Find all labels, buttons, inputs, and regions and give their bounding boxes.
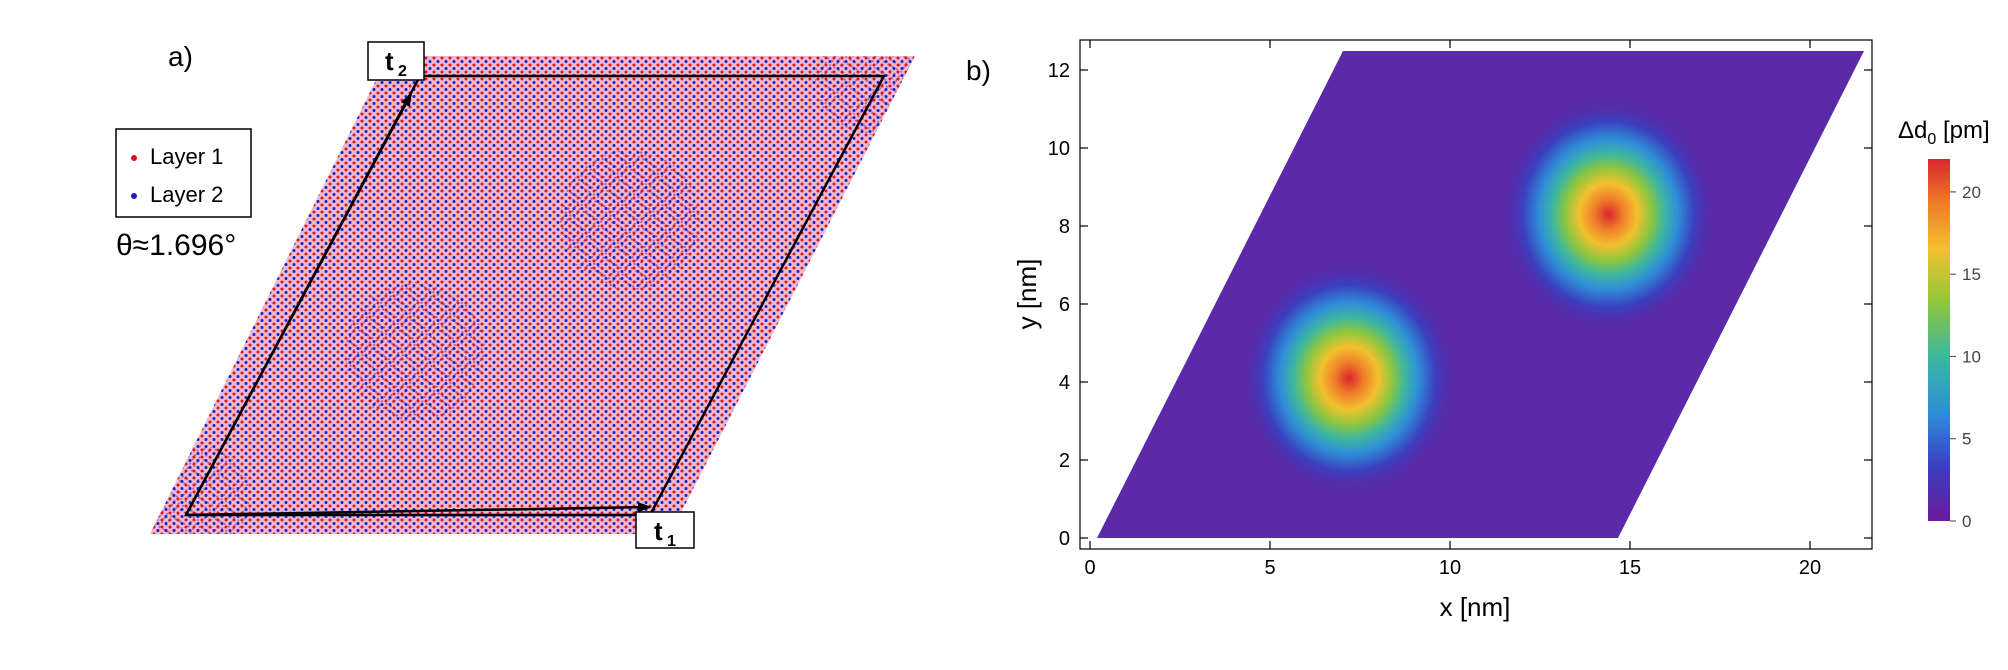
y-tick-label: 12 xyxy=(1048,60,1070,82)
y-tick-label: 4 xyxy=(1059,372,1070,394)
colorbar-gradient xyxy=(1928,159,1950,521)
y-tick-label: 0 xyxy=(1059,528,1070,550)
colorbar-label: Δd0 [pm] xyxy=(1898,117,1990,148)
y-axis: 0 2 4 6 8 10 12 xyxy=(1048,60,1872,550)
panel-b: b) 0 5 10 15 20 0 2 4 6 8 10 12 x [nm] y [nm] Δd0 … xyxy=(966,0,1990,622)
layer-1-marker xyxy=(131,155,137,161)
heatmap-peak-0-2 xyxy=(1499,0,1715,12)
x-tick-label: 20 xyxy=(1799,557,1821,579)
colorbar-tick-label: 10 xyxy=(1962,347,1981,366)
x-tick-label: 10 xyxy=(1439,557,1461,579)
t1-main: t xyxy=(654,516,663,546)
t2-sub: 2 xyxy=(398,63,407,80)
t1-label-box: t 1 xyxy=(635,511,695,550)
t2-label-box: t 2 xyxy=(367,41,425,81)
moire-lattice xyxy=(150,56,915,534)
colorbar-tick-label: 20 xyxy=(1962,183,1981,202)
panel-a: a) t 2 t 1 L xyxy=(115,41,915,550)
y-tick-label: 6 xyxy=(1059,294,1070,316)
colorbar-tick-label: 0 xyxy=(1962,512,1971,531)
colorbar-tick-label: 5 xyxy=(1962,430,1971,449)
t1-sub: 1 xyxy=(667,533,676,550)
colorbar-ticks: 0 5 10 15 20 xyxy=(1950,183,1981,531)
t1-vector-arrow xyxy=(185,502,652,517)
x-tick-label: 0 xyxy=(1084,557,1095,579)
y-axis-label: y [nm] xyxy=(1012,259,1042,330)
x-axis: 0 5 10 15 20 xyxy=(1084,40,1821,579)
legend-layer-1: Layer 1 xyxy=(150,144,223,169)
heatmap-background xyxy=(1097,51,1864,538)
x-tick-label: 15 xyxy=(1619,557,1641,579)
t2-main: t xyxy=(385,46,394,76)
colorbar: Δd0 [pm] 0 5 10 15 20 xyxy=(1898,117,1990,531)
heatmap-peak-1-5 xyxy=(1500,97,1717,332)
layer-2-marker xyxy=(131,193,137,199)
x-axis-label: x [nm] xyxy=(1440,592,1511,622)
t2-vector-arrow xyxy=(184,92,413,516)
y-tick-label: 10 xyxy=(1048,138,1070,160)
panel-b-label: b) xyxy=(966,55,991,86)
legend-layer-2: Layer 2 xyxy=(150,182,223,207)
x-tick-label: 5 xyxy=(1264,557,1275,579)
y-tick-label: 8 xyxy=(1059,216,1070,238)
colorbar-tick-label: 15 xyxy=(1962,265,1981,284)
heatmap-peak-0-0 xyxy=(984,0,1200,12)
twist-angle: θ≈1.696° xyxy=(116,229,236,262)
heatmap-peak-0-1 xyxy=(1241,261,1458,496)
heatmap xyxy=(984,0,1864,538)
panel-a-label: a) xyxy=(168,41,193,72)
legend: Layer 1 Layer 2 xyxy=(115,128,252,218)
y-tick-label: 2 xyxy=(1059,450,1070,472)
plot-frame xyxy=(1079,39,1873,550)
